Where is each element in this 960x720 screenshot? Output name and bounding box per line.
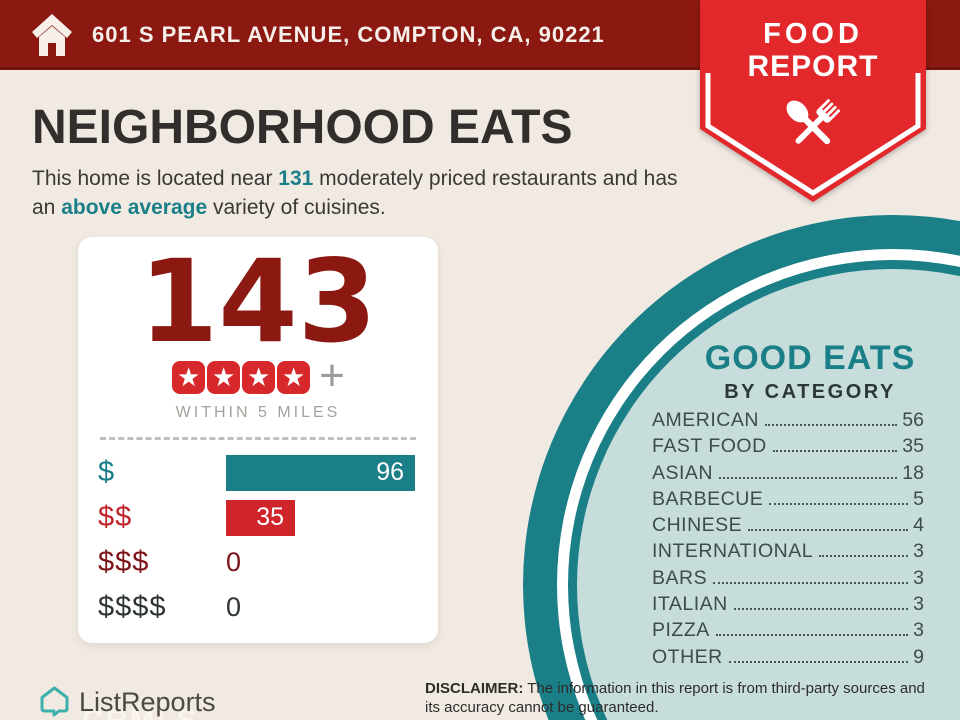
page-title: NEIGHBORHOOD EATS — [32, 101, 573, 154]
summary-text-mid: moderately priced restaurants and has an — [32, 167, 678, 219]
category-value: 3 — [913, 619, 924, 642]
category-value: 35 — [902, 435, 924, 458]
category-value: 9 — [913, 645, 924, 668]
category-label: BARS — [652, 566, 708, 589]
variety-rating: above average — [61, 196, 208, 219]
category-list: AMERICAN 56 FAST FOOD 35 ASIAN 18 BARBECUE 5 CHI… — [652, 409, 924, 672]
category-label: INTERNATIONAL — [652, 540, 814, 563]
price-level-label: $$$ — [98, 546, 150, 578]
star-rating: ★ ★ ★ ★ + — [78, 351, 438, 400]
category-label: ASIAN — [652, 461, 714, 484]
price-bar: 96 — [226, 454, 415, 491]
category-row: OTHER 9 — [652, 646, 924, 672]
dotted-leader — [772, 450, 898, 453]
price-row: $$$$ 0 — [98, 585, 418, 630]
category-row: BARS 3 — [652, 567, 924, 593]
category-value: 3 — [913, 566, 924, 589]
category-row: ASIAN 18 — [652, 462, 924, 488]
dotted-leader — [748, 529, 909, 532]
good-eats-title: GOOD EATS — [704, 339, 916, 377]
category-value: 18 — [902, 461, 924, 484]
price-row: $$$ 0 — [98, 540, 418, 585]
restaurant-stats-card: 143 ★ ★ ★ ★ + WITHIN 5 MILES $96 $$ 35 $$$ 0 $$$$… — [78, 237, 438, 643]
home-icon — [32, 14, 72, 56]
category-label: FAST FOOD — [652, 435, 767, 458]
ribbon-title-line2: REPORT — [747, 50, 879, 83]
category-value: 56 — [902, 409, 924, 431]
category-label: CHINESE — [652, 514, 743, 537]
category-row: FAST FOOD 35 — [652, 435, 924, 461]
dashed-divider — [100, 437, 416, 440]
disclaimer: DISCLAIMER: The information in this repo… — [425, 680, 943, 717]
disclaimer-text: The information in this report is from t… — [425, 680, 925, 716]
category-row: ITALIAN 3 — [652, 593, 924, 619]
category-label: ITALIAN — [652, 593, 728, 616]
price-row: $96 — [98, 450, 418, 495]
dotted-leader — [733, 608, 909, 611]
star-icon: ★ — [277, 361, 311, 394]
ribbon-title-line1: FOOD — [763, 18, 863, 50]
total-restaurant-count: 143 — [139, 235, 377, 368]
dotted-leader — [764, 424, 898, 426]
category-row: BARBECUE 5 — [652, 488, 924, 514]
star-icon: ★ — [242, 361, 276, 394]
category-value: 3 — [913, 540, 924, 563]
star-icon: ★ — [172, 361, 206, 394]
dotted-leader — [769, 502, 909, 505]
dotted-leader — [719, 476, 898, 479]
plus-sign: + — [319, 351, 345, 400]
category-label: OTHER — [652, 645, 723, 668]
category-value: 5 — [913, 487, 924, 510]
radius-label: WITHIN 5 MILES — [175, 404, 341, 421]
disclaimer-label: DISCLAIMER: — [425, 680, 524, 697]
listreports-house-icon — [40, 686, 69, 717]
dotted-leader — [819, 555, 909, 558]
good-eats-header: GOOD EATS BY CATEGORY — [690, 339, 930, 404]
star-icon: ★ — [207, 361, 241, 394]
dotted-leader — [715, 634, 909, 637]
ribbon-shape — [700, 0, 926, 202]
mls-watermark: CRMLS — [82, 704, 199, 720]
summary-text-pre: This home is located near — [32, 167, 279, 190]
dotted-leader — [728, 660, 909, 663]
price-zero-value: 0 — [226, 547, 242, 577]
listreports-logo: ListReports — [38, 686, 216, 719]
category-row: INTERNATIONAL 3 — [652, 540, 924, 566]
listreports-wordmark: ListReports — [79, 687, 216, 717]
category-row: CHINESE 4 — [652, 514, 924, 540]
summary-text-post: variety of cuisines. — [207, 196, 386, 219]
summary-text: This home is located near 131 moderately… — [32, 164, 692, 222]
price-level-label: $ — [98, 456, 116, 488]
category-label: PIZZA — [652, 619, 710, 642]
dotted-leader — [713, 581, 909, 584]
category-label: AMERICAN — [652, 409, 759, 431]
price-level-label: $$ — [98, 501, 133, 533]
category-row: AMERICAN 56 — [652, 409, 924, 435]
restaurant-count: 131 — [278, 167, 314, 190]
price-zero-value: 0 — [226, 592, 242, 622]
price-level-chart: $96 $$ 35 $$$ 0 $$$$ 0 — [78, 450, 438, 630]
category-value: 4 — [913, 514, 924, 537]
good-eats-subtitle: BY CATEGORY — [724, 381, 896, 403]
food-report-ribbon: FOOD REPORT — [700, 0, 926, 208]
price-level-label: $$$$ — [98, 591, 167, 623]
category-value: 3 — [913, 593, 924, 616]
price-bar: 35 — [226, 499, 295, 536]
price-row: $$ 35 — [98, 495, 418, 540]
crossed-spoon-fork-icon — [786, 99, 841, 145]
category-label: BARBECUE — [652, 487, 764, 510]
property-address: 601 S PEARL AVENUE, COMPTON, CA, 90221 — [92, 22, 605, 47]
category-row: PIZZA 3 — [652, 619, 924, 645]
